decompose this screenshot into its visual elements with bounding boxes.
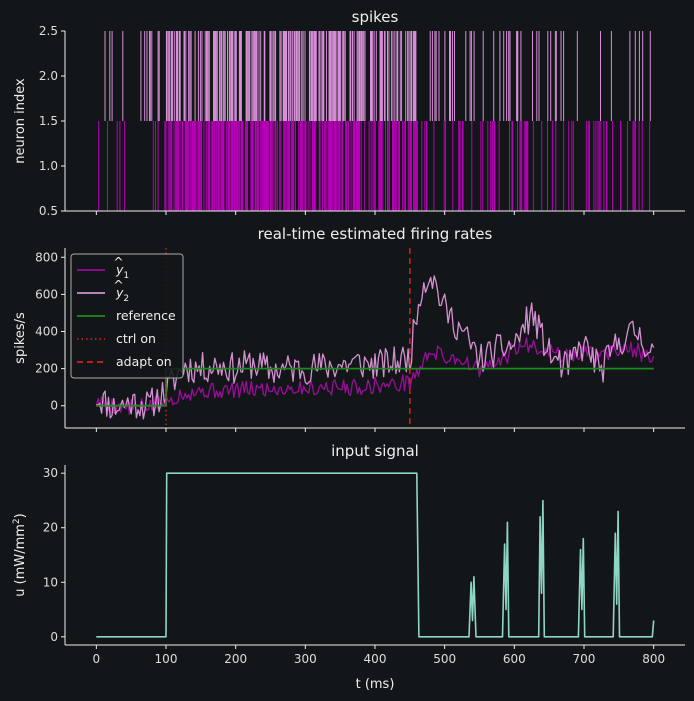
x-axis-label: t (ms) — [356, 677, 395, 692]
y-tick-label: 600 — [35, 287, 58, 301]
legend-label-base: y — [115, 262, 124, 277]
y-tick-label: 1.5 — [39, 114, 58, 128]
legend-label: reference — [116, 308, 176, 323]
panel-title: input signal — [331, 442, 419, 460]
x-tick-label: 100 — [155, 652, 178, 666]
legend-label-base: y — [115, 285, 124, 300]
y-tick-label: 20 — [43, 521, 58, 535]
legend-label-subscript: 2 — [123, 294, 129, 304]
y-axis-label-end: ) — [13, 513, 28, 518]
y-axis-label: u (mW/mm2) — [12, 513, 28, 596]
y-tick-label: 0 — [50, 399, 58, 413]
legend-label: y1 — [115, 262, 129, 281]
y-axis-label: spikes/s — [13, 312, 28, 364]
y-tick-label: 2.0 — [39, 69, 58, 83]
x-tick-label: 200 — [224, 652, 247, 666]
y-axis-label: neuron index — [13, 78, 28, 164]
x-tick-label: 800 — [642, 652, 665, 666]
x-tick-label: 0 — [93, 652, 101, 666]
y-tick-label: 0.5 — [39, 204, 58, 218]
y-tick-label: 400 — [35, 325, 58, 339]
legend-label: y2 — [115, 285, 129, 304]
panel-title: spikes — [352, 8, 399, 26]
legend-box — [70, 253, 184, 379]
y-tick-label: 10 — [43, 575, 58, 589]
x-tick-label: 300 — [294, 652, 317, 666]
y-tick-label: 800 — [35, 250, 58, 264]
y-axis-label-superscript: 2 — [12, 518, 22, 524]
x-tick-label: 700 — [573, 652, 596, 666]
x-tick-label: 600 — [503, 652, 526, 666]
y-axis-label-base: u (mW/mm — [13, 524, 28, 597]
y-tick-label: 0 — [50, 630, 58, 644]
x-tick-label: 500 — [433, 652, 456, 666]
x-tick-label: 400 — [364, 652, 387, 666]
legend-label: adapt on — [116, 354, 172, 369]
legend-hat-mark: ^ — [113, 254, 123, 269]
y-tick-label: 1.0 — [39, 159, 58, 173]
legend-label: ctrl on — [116, 331, 156, 346]
spikes-panel: spikes 0.5 1.0 1.5 2.0 2.5 neuron index — [13, 8, 685, 218]
y-tick-label: 200 — [35, 362, 58, 376]
y-tick-label: 30 — [43, 466, 58, 480]
y-tick-label: 2.5 — [39, 24, 58, 38]
panel-title: real-time estimated firing rates — [258, 225, 493, 243]
legend-label-subscript: 1 — [123, 271, 129, 281]
input-signal-line — [96, 472, 655, 638]
firing-rates-panel: real-time estimated firing rates 0 200 400 6… — [13, 225, 685, 432]
legend-hat-mark: ^ — [113, 277, 123, 292]
